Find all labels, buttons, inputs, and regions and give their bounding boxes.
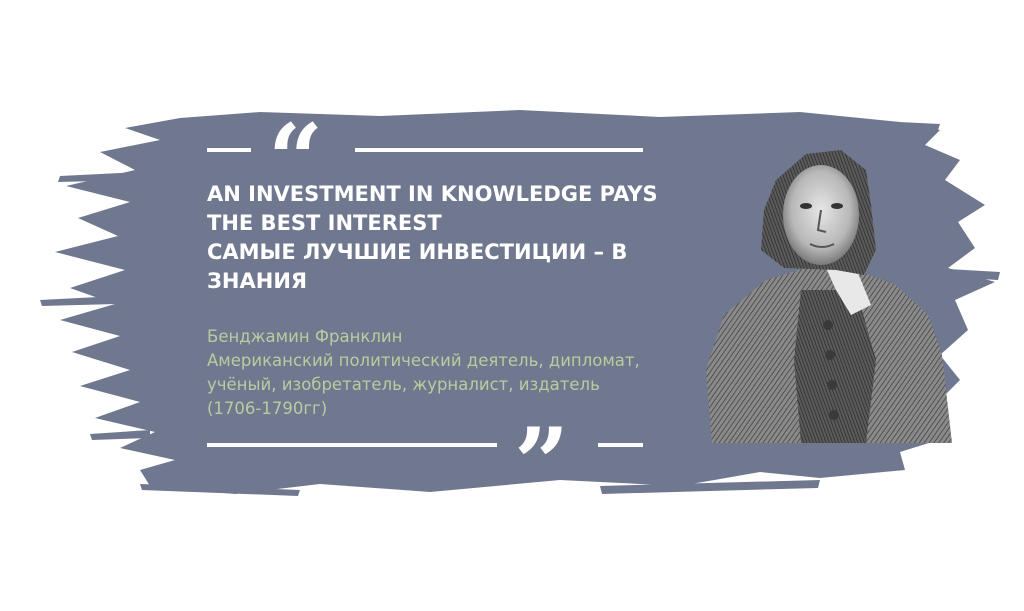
author-bio-line-2: учёный, изобретатель, журналист, издател…: [207, 373, 697, 397]
top-right-rule: [355, 148, 643, 152]
author-bio-line-1: Американский политический деятель, дипло…: [207, 349, 697, 373]
author-block: Бенджамин Франклин Американский политиче…: [207, 325, 697, 421]
top-left-rule: [207, 148, 251, 152]
bottom-right-rule: [598, 443, 643, 447]
author-years: (1706-1790гг): [207, 397, 697, 421]
portrait-image: [706, 140, 952, 443]
quote-russian-line-2: ЗНАНИЯ: [207, 267, 677, 296]
bottom-left-rule: [207, 443, 497, 447]
quote-english-line-1: AN INVESTMENT IN KNOWLEDGE PAYS: [207, 180, 677, 209]
quote-text: AN INVESTMENT IN KNOWLEDGE PAYS THE BEST…: [207, 180, 677, 296]
author-name: Бенджамин Франклин: [207, 325, 697, 349]
closing-quotation-mark-icon: ”: [514, 416, 569, 512]
quote-english-line-2: THE BEST INTEREST: [207, 209, 677, 238]
quote-russian-line-1: САМЫЕ ЛУЧШИЕ ИНВЕСТИЦИИ – В: [207, 238, 677, 267]
